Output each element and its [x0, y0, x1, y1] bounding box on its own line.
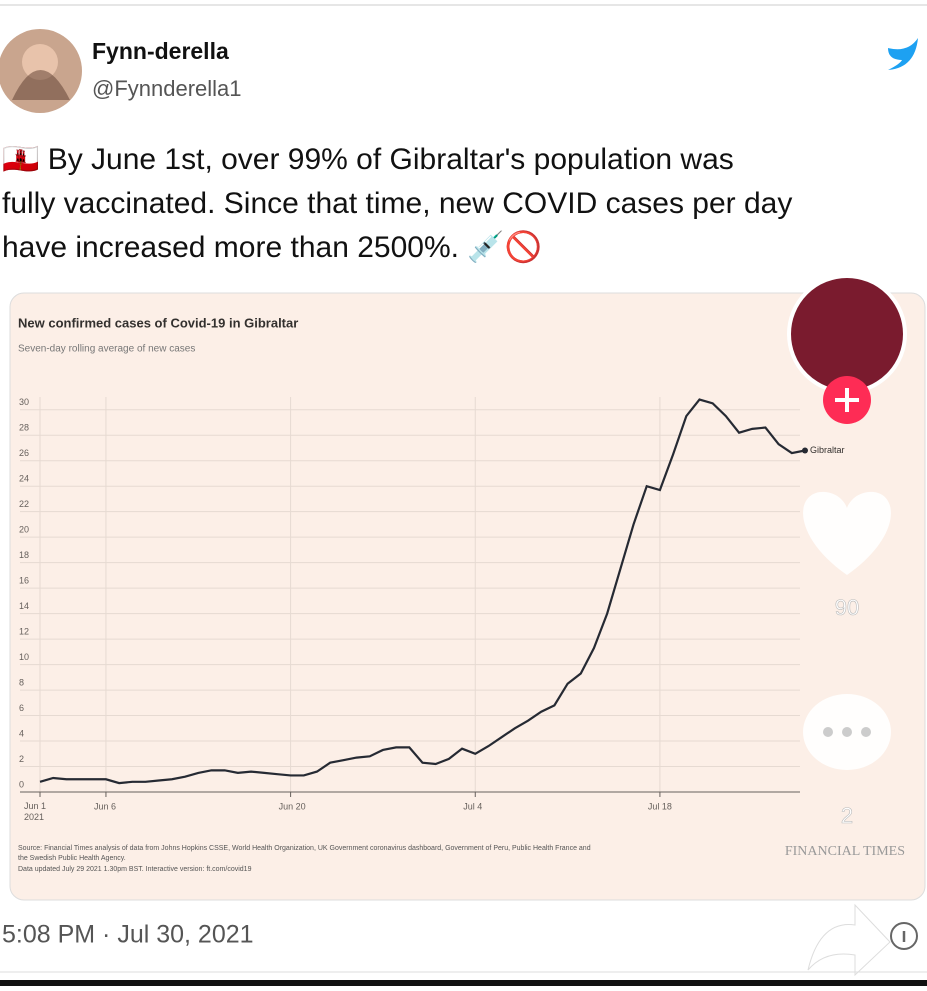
y-tick-label: 16: [19, 576, 29, 586]
y-tick-label: 2: [19, 754, 24, 764]
x-tick-label: Jul 4: [463, 801, 482, 811]
y-tick-label: 0: [19, 779, 24, 789]
y-tick-label: 30: [19, 397, 29, 407]
dot: [861, 727, 871, 737]
y-tick-label: 8: [19, 677, 24, 687]
comment-count: 2: [841, 803, 853, 828]
tweet-line: 🇬🇮 By June 1st, over 99% of Gibraltar's …: [2, 143, 734, 176]
end-dot: [802, 447, 808, 454]
dot: [842, 727, 852, 737]
share-icon[interactable]: [807, 903, 891, 977]
series-line: [39, 398, 806, 785]
bottom-bar: [0, 980, 927, 986]
twitter-logo: [888, 38, 918, 70]
avatar-hair: [12, 70, 70, 100]
y-tick-label: 24: [19, 474, 29, 484]
avatar-face: [22, 44, 58, 80]
chart-card: [9, 292, 926, 901]
like-icon[interactable]: [803, 491, 891, 575]
y-tick-label: 26: [19, 448, 29, 458]
y-tick-label: 12: [19, 626, 29, 636]
user-handle: @Fynnderella1: [92, 76, 242, 101]
tweet-line: have increased more than 2500%. 💉🚫: [2, 229, 542, 264]
y-tick-label: 10: [19, 652, 29, 662]
x-tick-label: Jun 1 2021: [24, 801, 46, 822]
y-tick-label: 4: [19, 728, 24, 738]
source: the Swedish Public Health Agency.: [18, 855, 126, 862]
x-tick-label: Jun 6: [94, 801, 116, 811]
dot: [823, 727, 833, 737]
tweet-line: fully vaccinated. Since that time, new C…: [2, 187, 792, 220]
user-name: Fynn-derella: [92, 38, 229, 64]
y-tick-label: 6: [19, 703, 24, 713]
source: Source: Financial Times analysis of data…: [18, 845, 591, 852]
chart-subtitle: Seven-day rolling average of new cases: [18, 344, 195, 355]
y-tick-label: 28: [19, 423, 29, 433]
timestamp: 5:08 PM · Jul 30, 2021: [2, 921, 254, 949]
x-tick-label: Jul 18: [648, 801, 672, 811]
plus-icon: [835, 388, 859, 412]
y-tick-label: 14: [19, 601, 29, 611]
y-tick-label: 20: [19, 525, 29, 535]
series-label: Gibraltar: [810, 445, 845, 455]
y-tick-label: 18: [19, 550, 29, 560]
source: Data updated July 29 2021 1.30pm BST. In…: [18, 866, 252, 873]
creator-avatar[interactable]: [787, 274, 907, 394]
x-tick-label: Jun 20: [279, 801, 306, 811]
like-count: 90: [835, 595, 859, 620]
brand: FINANCIAL TIMES: [785, 844, 905, 859]
info-icon[interactable]: [890, 922, 918, 950]
y-tick-label: 22: [19, 499, 29, 509]
chart-title: New confirmed cases of Covid-19 in Gibra…: [18, 315, 298, 330]
